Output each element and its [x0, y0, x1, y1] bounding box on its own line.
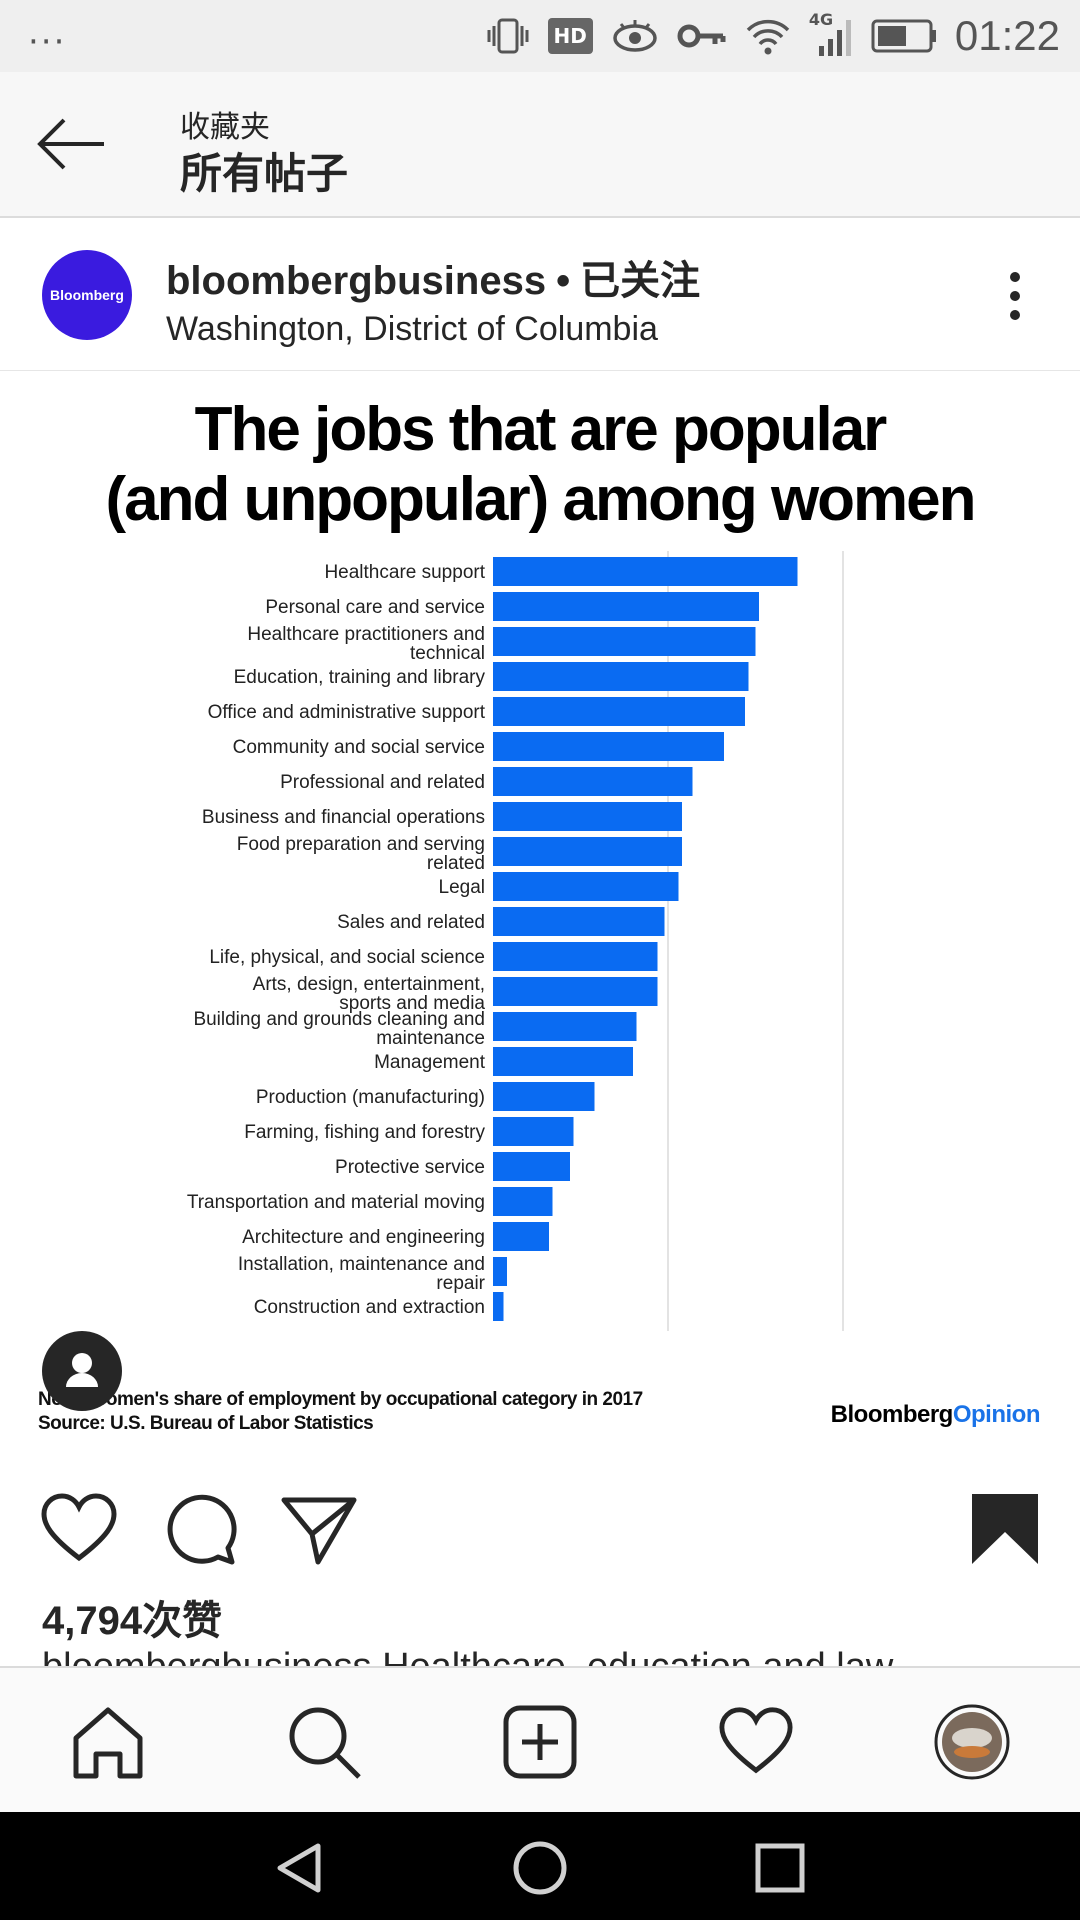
category-label: Transportation and material moving [187, 1192, 485, 1213]
follow-status[interactable]: 已关注 [580, 259, 701, 303]
category-label: Management [374, 1052, 486, 1073]
activity-heart-icon[interactable] [718, 1704, 794, 1780]
system-back-icon[interactable] [272, 1840, 328, 1896]
category-label: Protective service [335, 1157, 485, 1178]
caption-text: bloombergbusiness Healthcare, education … [42, 1650, 1042, 1668]
category-label: Farming, fishing and forestry [244, 1122, 485, 1143]
category-label: Legal [439, 877, 486, 898]
bar [493, 802, 682, 831]
location-link[interactable]: Washington, District of Columbia [166, 310, 658, 348]
back-arrow-icon[interactable] [34, 112, 108, 176]
category-label: Business and financial operations [202, 807, 485, 828]
brand-name: Bloomberg [830, 1401, 954, 1428]
comment-icon[interactable] [160, 1490, 238, 1568]
more-options-icon[interactable] [1010, 272, 1022, 320]
chart-source: Source: U.S. Bureau of Labor Statistics [38, 1413, 374, 1434]
bar [493, 697, 745, 726]
bar [493, 1187, 553, 1216]
category-label: Architecture and engineering [242, 1227, 485, 1248]
bar [493, 662, 749, 691]
category-label: Life, physical, and social science [209, 947, 485, 968]
category-label: Personal care and service [265, 597, 485, 618]
battery-icon [871, 19, 936, 53]
category-label: Construction and extraction [254, 1297, 485, 1318]
clock: 01:22 [954, 12, 1060, 59]
chart-title-line1: The jobs that are popular [194, 395, 888, 464]
username-link[interactable]: bloombergbusiness [166, 259, 547, 303]
bar [493, 627, 756, 656]
category-label: Production (manufacturing) [256, 1087, 485, 1108]
signal-icon [818, 20, 851, 56]
category-label: Food preparation and serving related [237, 834, 485, 874]
home-icon[interactable] [70, 1704, 146, 1780]
post-author-line: bloombergbusiness • 已关注 [166, 248, 700, 306]
bar [493, 1012, 637, 1041]
post-caption[interactable]: bloombergbusiness Healthcare, education … [42, 1650, 1042, 1668]
person-icon [66, 1353, 98, 1387]
page-title: 所有帖子 [180, 149, 349, 198]
brand-suffix: Opinion [952, 1401, 1041, 1428]
bar [493, 1047, 633, 1076]
eye-icon [613, 20, 657, 52]
status-bar: ··· HD 4G [0, 0, 1080, 72]
bar [493, 942, 658, 971]
hd-badge: HD [547, 18, 593, 54]
category-label: Building and grounds cleaning and mainten… [193, 1009, 485, 1049]
category-label: Installation, maintenance and repair [238, 1254, 486, 1294]
post-header: Bloomberg bloombergbusiness • 已关注 Washingt… [0, 218, 1080, 371]
bar [493, 767, 693, 796]
bar [493, 1152, 570, 1181]
category-label: Education, training and library [234, 667, 486, 688]
tagged-users-button[interactable] [42, 1331, 122, 1411]
notification-dots: ··· [28, 22, 67, 62]
system-recents-icon[interactable] [752, 1840, 808, 1896]
category-label: Community and social service [233, 737, 485, 758]
bar [493, 1117, 574, 1146]
bar [493, 837, 682, 866]
bar [493, 1257, 507, 1286]
brand-logo: BloombergOpinion [830, 1401, 1041, 1429]
bar [493, 1292, 504, 1321]
network-type: 4G [808, 10, 834, 29]
category-label: Sales and related [337, 912, 485, 933]
bottom-nav [0, 1666, 1080, 1814]
bookmark-saved-icon[interactable] [966, 1490, 1044, 1568]
app-bar: 收藏夹 所有帖子 [0, 72, 1080, 218]
category-label: Arts, design, entertainment, sports and m… [253, 974, 486, 1014]
category-label: Healthcare support [324, 562, 485, 583]
category-label: Professional and related [280, 772, 485, 793]
chart-note: Note: Women's share of employment by occ… [38, 1389, 643, 1410]
bar [493, 732, 724, 761]
cell-signal: 4G [809, 10, 853, 58]
share-icon[interactable] [280, 1490, 358, 1568]
bar [493, 1082, 595, 1111]
category-label: Office and administrative support [208, 702, 486, 723]
bar-chart: Healthcare support Personal care and serv… [187, 551, 844, 1331]
system-nav-bar [0, 1812, 1080, 1920]
bar [493, 907, 665, 936]
system-home-icon[interactable] [512, 1840, 568, 1896]
new-post-icon[interactable] [502, 1704, 578, 1780]
category-label: Healthcare practitioners and technical [247, 624, 485, 664]
avatar[interactable]: Bloomberg [42, 250, 132, 340]
chart-title-line2: (and unpopular) among women [105, 465, 976, 534]
bar [493, 557, 798, 586]
post-actions [0, 1468, 1080, 1578]
key-icon [677, 24, 726, 48]
profile-avatar-icon[interactable] [934, 1704, 1010, 1780]
bar [493, 592, 759, 621]
bar [493, 1222, 549, 1251]
separator-dot: • [556, 259, 571, 303]
bar [493, 872, 679, 901]
like-heart-icon[interactable] [40, 1490, 118, 1568]
breadcrumb: 收藏夹 [180, 110, 270, 145]
bar [493, 977, 658, 1006]
post-image[interactable]: The jobs that are popular (and unpopular… [0, 371, 1080, 1467]
likes-count[interactable]: 4,794次赞 [42, 1599, 223, 1643]
status-icons: HD 4G 01:22 [486, 10, 1060, 62]
search-icon[interactable] [286, 1704, 362, 1780]
vibrate-icon [487, 18, 529, 54]
wifi-icon [746, 19, 790, 55]
